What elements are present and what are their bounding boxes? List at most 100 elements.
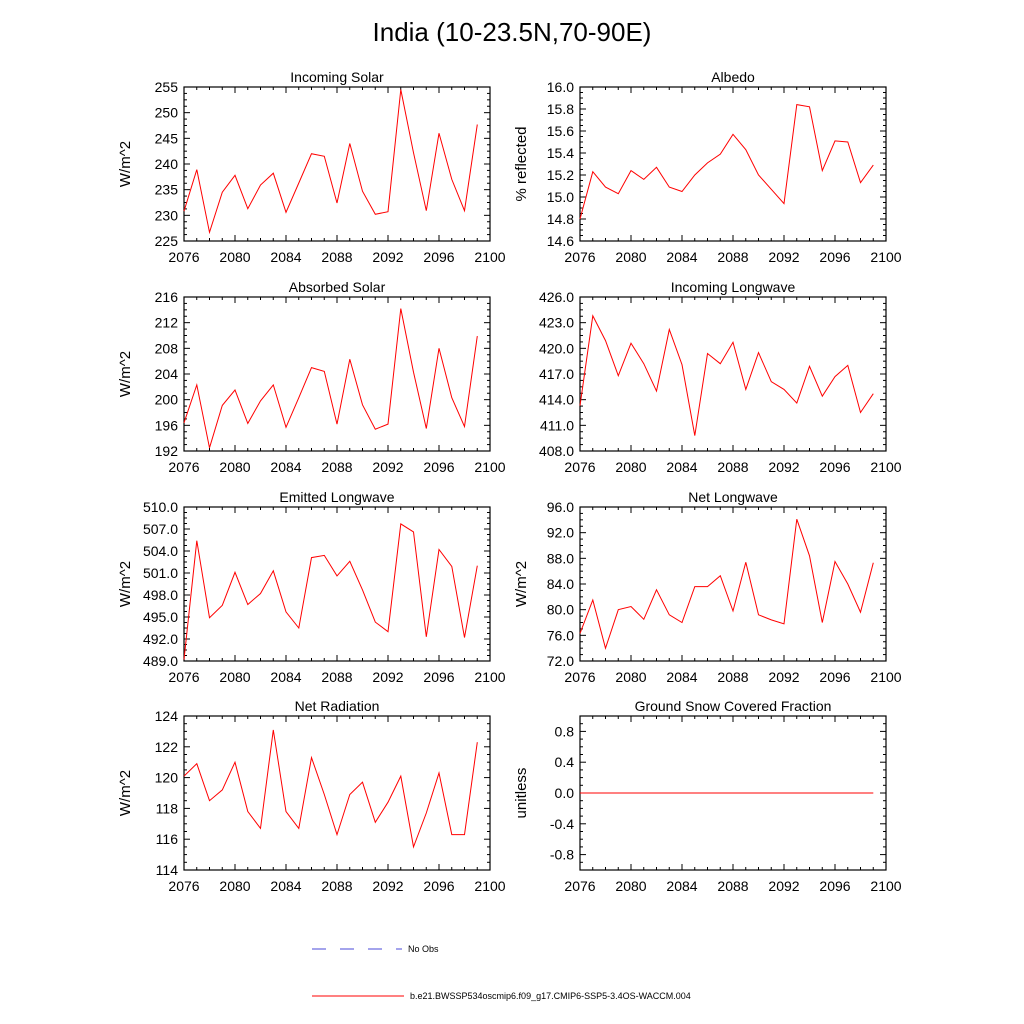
x-tick-label: 2080	[219, 669, 250, 685]
chart-panel: 2076 2080 2084 2088 2092 2096 2100 489.0 492.0 49…	[117, 489, 506, 685]
chart-panel: 2076 2080 2084 2088 2092 2096 2100 72.0 76.0 80.0…	[513, 489, 902, 685]
y-tick-label: 250	[155, 105, 179, 121]
y-tick-label: 408.0	[539, 443, 574, 459]
chart-panel: 2076 2080 2084 2088 2092 2096 2100 114 116 118 120…	[117, 698, 506, 894]
x-tick-label: 2100	[870, 249, 901, 265]
chart-panel: 2076 2080 2084 2088 2092 2096 2100 14.6 14.8 15.0…	[513, 69, 902, 265]
y-tick-label: 230	[155, 207, 179, 223]
y-tick-label: 192	[155, 443, 179, 459]
y-tick-label: 240	[155, 156, 179, 172]
x-tick-label: 2076	[564, 878, 595, 894]
y-tick-label: 510.0	[143, 499, 178, 515]
y-tick-label: 411.0	[540, 417, 574, 433]
x-tick-label: 2084	[270, 249, 301, 265]
plot-frame	[579, 506, 887, 662]
y-axis-label: unitless	[513, 768, 530, 819]
x-tick-label: 2076	[168, 249, 199, 265]
x-tick-label: 2092	[768, 878, 799, 894]
plot-frame	[183, 715, 491, 871]
y-tick-label: 96.0	[547, 499, 574, 515]
chart-panels: 2076 2080 2084 2088 2092 2096 2100 225 230 235 240…	[117, 69, 902, 894]
panel-title: Albedo	[711, 69, 755, 85]
x-tick-label: 2100	[870, 459, 901, 475]
y-tick-label: 235	[155, 182, 179, 198]
series-line	[579, 314, 874, 436]
x-tick-label: 2080	[615, 459, 646, 475]
y-tick-label: 15.0	[547, 189, 574, 205]
panel-title: Incoming Solar	[290, 69, 384, 85]
panel-title: Ground Snow Covered Fraction	[635, 698, 832, 714]
x-tick-label: 2092	[768, 669, 799, 685]
y-tick-label: 14.8	[547, 211, 574, 227]
y-tick-label: 15.4	[547, 145, 574, 161]
x-tick-label: 2092	[372, 878, 403, 894]
plot-frame	[183, 296, 491, 452]
plot-frame	[183, 86, 491, 242]
y-tick-label: 120	[155, 770, 179, 786]
y-tick-label: 15.6	[547, 123, 574, 139]
plot-frame	[579, 86, 887, 242]
y-tick-label: 15.2	[547, 167, 574, 183]
plot-frame	[579, 296, 887, 452]
chart-panel: 2076 2080 2084 2088 2092 2096 2100 408.0 411.0 41…	[539, 279, 902, 475]
y-tick-label: 414.0	[539, 392, 574, 408]
y-tick-label: 14.6	[547, 233, 574, 249]
y-tick-label: 118	[156, 800, 179, 816]
x-tick-label: 2088	[321, 878, 352, 894]
panel-title: Net Radiation	[295, 698, 380, 714]
x-tick-label: 2092	[768, 459, 799, 475]
x-tick-label: 2076	[564, 249, 595, 265]
y-tick-label: 204	[155, 366, 179, 382]
x-tick-label: 2076	[168, 878, 199, 894]
y-tick-label: 501.0	[143, 565, 178, 581]
y-tick-label: 0.8	[555, 723, 575, 739]
x-tick-label: 2076	[564, 669, 595, 685]
y-tick-label: 216	[155, 289, 179, 305]
y-tick-label: 208	[155, 340, 179, 356]
x-tick-label: 2100	[474, 459, 505, 475]
y-tick-label: 16.0	[547, 79, 574, 95]
panel-title: Net Longwave	[688, 489, 778, 505]
legend: No Obs b.e21.BWSSP534oscmip6.f09_g17.CMI…	[312, 944, 691, 1001]
y-tick-label: 423.0	[539, 315, 574, 331]
y-tick-label: 489.0	[143, 653, 178, 669]
y-tick-label: 196	[155, 417, 179, 433]
y-tick-label: 245	[155, 130, 179, 146]
y-tick-label: 80.0	[547, 602, 574, 618]
y-tick-label: 420.0	[539, 340, 574, 356]
x-tick-label: 2100	[474, 669, 505, 685]
x-tick-label: 2096	[423, 459, 454, 475]
y-tick-label: 225	[155, 233, 179, 249]
x-tick-label: 2088	[321, 459, 352, 475]
x-tick-label: 2080	[615, 249, 646, 265]
y-tick-label: 122	[155, 739, 179, 755]
x-tick-label: 2088	[717, 249, 748, 265]
panel-title: Emitted Longwave	[279, 489, 394, 505]
y-axis-label: W/m^2	[117, 141, 134, 187]
x-tick-label: 2096	[819, 669, 850, 685]
x-tick-label: 2084	[666, 249, 697, 265]
x-tick-label: 2092	[372, 249, 403, 265]
x-tick-label: 2076	[168, 669, 199, 685]
x-tick-label: 2100	[474, 878, 505, 894]
y-tick-label: 88.0	[547, 550, 574, 566]
y-axis-label: % reflected	[513, 126, 530, 201]
chart-panel: 2076 2080 2084 2088 2092 2096 2100 -0.8 -0.4 0.0 0…	[513, 698, 902, 894]
x-tick-label: 2080	[615, 878, 646, 894]
y-tick-label: 114	[156, 862, 179, 878]
x-tick-label: 2084	[270, 459, 301, 475]
y-tick-label: 507.0	[143, 521, 178, 537]
x-tick-label: 2096	[819, 249, 850, 265]
y-tick-label: 495.0	[143, 609, 178, 625]
x-tick-label: 2088	[321, 669, 352, 685]
x-tick-label: 2088	[717, 878, 748, 894]
y-tick-label: 0.0	[555, 785, 575, 801]
y-tick-label: 417.0	[539, 366, 574, 382]
x-tick-label: 2096	[819, 878, 850, 894]
x-tick-label: 2096	[819, 459, 850, 475]
x-tick-label: 2084	[666, 669, 697, 685]
y-tick-label: 76.0	[547, 627, 574, 643]
x-tick-label: 2100	[870, 669, 901, 685]
y-tick-label: 426.0	[539, 289, 574, 305]
